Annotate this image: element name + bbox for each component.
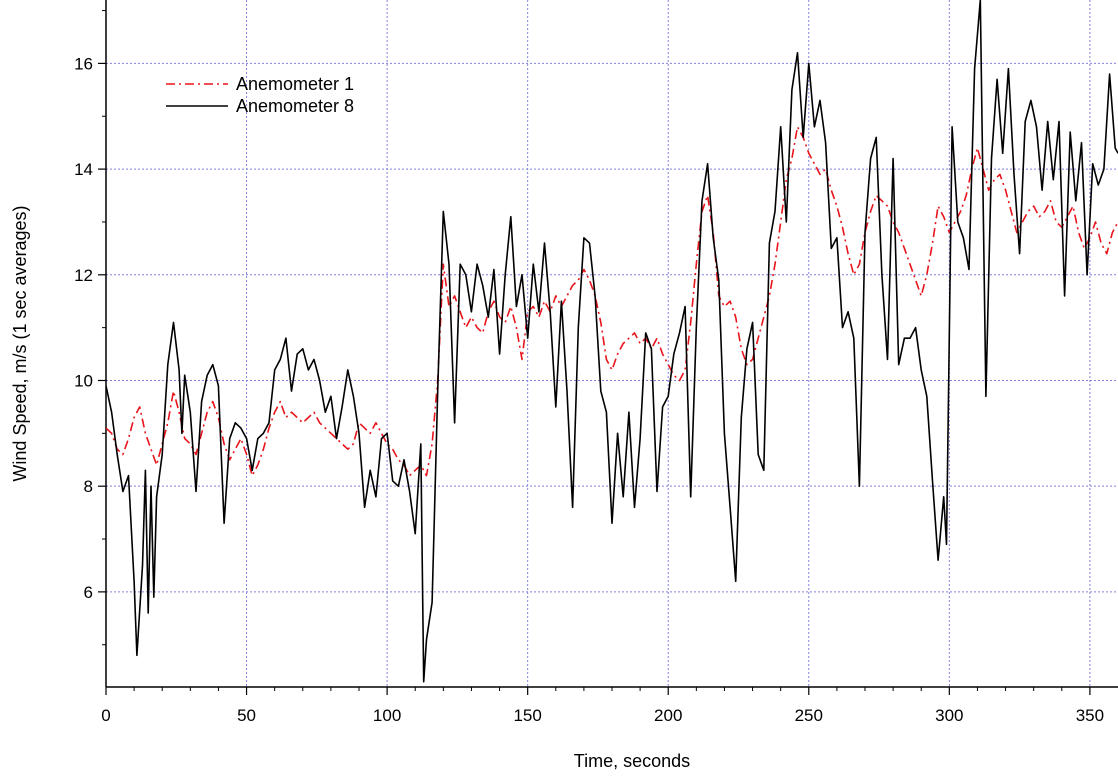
series-line-anemometer-1	[106, 126, 1118, 477]
legend-label-anemometer-8: Anemometer 8	[236, 96, 354, 116]
legend: Anemometer 1 Anemometer 8	[166, 74, 354, 116]
x-tick-label: 0	[101, 706, 110, 725]
y-tick-label: 14	[74, 160, 93, 179]
legend-label-anemometer-1: Anemometer 1	[236, 74, 354, 94]
axes	[98, 0, 1118, 695]
x-tick-label: 300	[935, 706, 963, 725]
grid-lines	[106, 0, 1118, 687]
y-tick-label: 16	[74, 54, 93, 73]
x-axis-title: Time, seconds	[574, 751, 690, 771]
x-tick-label: 350	[1076, 706, 1104, 725]
x-tick-label: 250	[795, 706, 823, 725]
x-tick-label: 100	[373, 706, 401, 725]
y-tick-label: 6	[84, 583, 93, 602]
x-tick-label: 200	[654, 706, 682, 725]
tick-labels: 0 50 100 150 200 250 300 350 6 8 10 12 14 16	[74, 54, 1104, 725]
y-tick-label: 10	[74, 371, 93, 390]
y-tick-label: 8	[84, 477, 93, 496]
series-lines	[106, 0, 1118, 683]
series-line-anemometer-8	[106, 0, 1118, 683]
x-tick-label: 50	[237, 706, 256, 725]
y-tick-label: 12	[74, 266, 93, 285]
y-axis-title: Wind Speed, m/s (1 sec averages)	[10, 205, 30, 481]
x-tick-label: 150	[513, 706, 541, 725]
